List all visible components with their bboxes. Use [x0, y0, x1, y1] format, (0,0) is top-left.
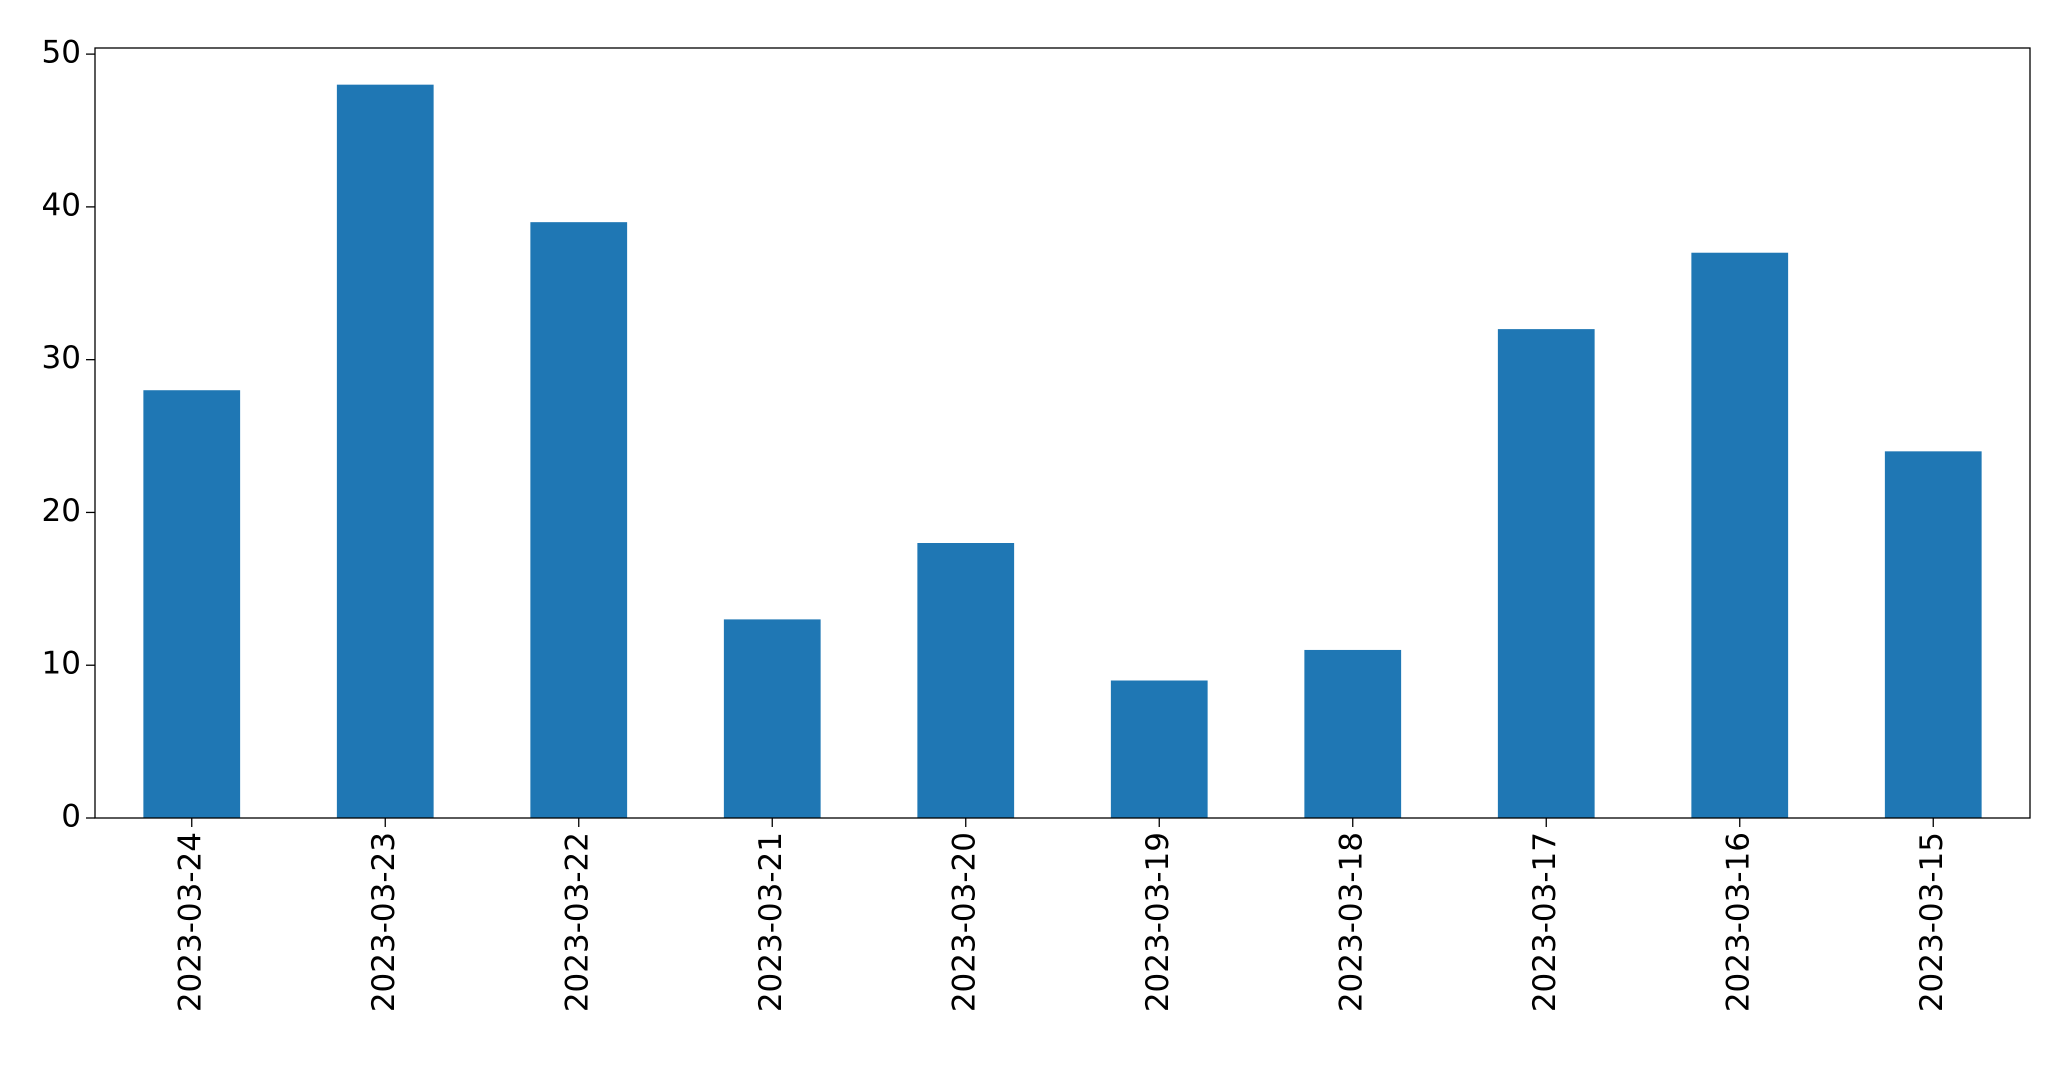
x-tick-label: 2023-03-24 [172, 832, 208, 1012]
x-tick-label: 2023-03-19 [1140, 832, 1176, 1012]
x-tick-label: 2023-03-18 [1333, 832, 1369, 1012]
bar [530, 222, 628, 818]
x-tick-label: 2023-03-16 [1720, 832, 1756, 1012]
x-tick-label: 2023-03-21 [753, 832, 789, 1012]
bar [1497, 329, 1595, 818]
y-tick-label: 50 [42, 35, 81, 71]
bar [1304, 649, 1402, 818]
bar [917, 543, 1015, 818]
y-tick-label: 10 [42, 646, 81, 682]
x-tick-label: 2023-03-22 [559, 832, 595, 1012]
bar [1110, 680, 1208, 818]
x-tick-label: 2023-03-23 [366, 832, 402, 1012]
y-tick-label: 20 [42, 493, 81, 529]
bar [143, 390, 241, 818]
x-tick-label: 2023-03-17 [1527, 832, 1563, 1012]
x-tick-label: 2023-03-15 [1914, 832, 1950, 1012]
plot-frame [94, 47, 2031, 819]
x-tick-label: 2023-03-20 [946, 832, 982, 1012]
bar [723, 619, 821, 818]
y-tick-label: 0 [61, 799, 81, 835]
y-tick-label: 30 [42, 340, 81, 376]
bar [1884, 451, 1982, 818]
bar [336, 84, 434, 818]
y-tick-label: 40 [42, 187, 81, 223]
bar [1691, 252, 1789, 818]
